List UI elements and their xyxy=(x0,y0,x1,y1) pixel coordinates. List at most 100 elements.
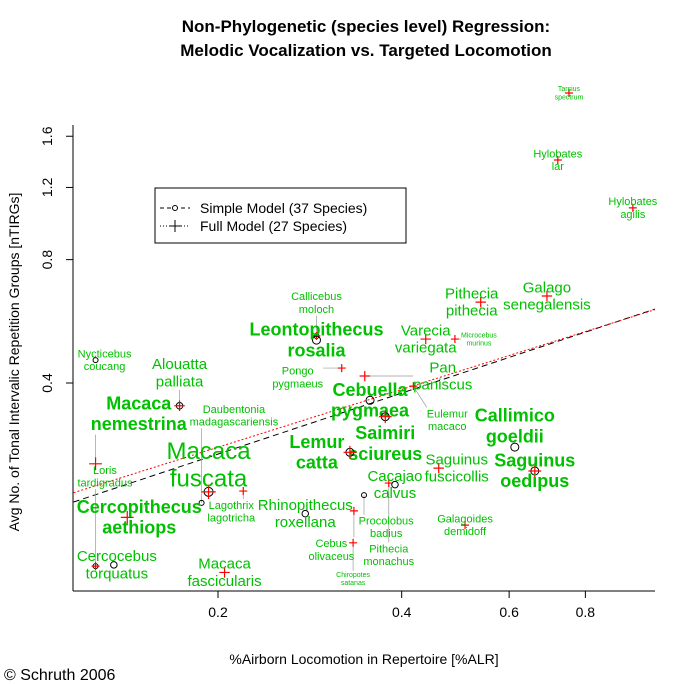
point-plus-marker xyxy=(91,562,100,571)
point-label: Macaca xyxy=(106,393,172,413)
point-label: Alouatta xyxy=(152,356,208,373)
point-label: Cebuella xyxy=(333,380,409,400)
point-plus-marker xyxy=(553,156,562,165)
point-plus-marker xyxy=(174,400,185,411)
legend: Simple Model (37 Species) Full Model (27… xyxy=(154,187,407,244)
chart-subtitle: Melodic Vocalization vs. Targeted Locomo… xyxy=(180,41,552,60)
x-tick-label: 0.8 xyxy=(576,604,596,620)
point-label: Nycticebus xyxy=(78,348,132,360)
point-label: nemestrina xyxy=(91,414,188,434)
point-plus-marker xyxy=(359,370,370,382)
legend-circle-marker xyxy=(172,205,178,211)
point-label: monachus xyxy=(363,556,414,568)
point-circle-marker xyxy=(110,561,118,569)
point-label: oedipus xyxy=(500,471,569,491)
point-label: fuscata xyxy=(170,465,248,492)
point-plus-marker xyxy=(349,506,358,515)
point-circle-marker xyxy=(92,357,99,364)
point-label: murinus xyxy=(466,340,491,347)
point-plus-marker xyxy=(409,382,418,391)
point-label: Microcebus xyxy=(461,332,497,339)
point-label: Cercopithecus xyxy=(77,497,202,517)
point-label: lagotricha xyxy=(207,513,256,525)
point-plus-marker xyxy=(384,479,393,488)
point-label: madagascariensis xyxy=(190,417,279,429)
point-circle-marker xyxy=(365,395,375,405)
y-axis-label: Avg No. of Tonal Intervalic Repetition G… xyxy=(6,193,22,532)
point-label: Pongo xyxy=(282,366,314,378)
point-label: Galago xyxy=(523,279,571,296)
point-plus-marker xyxy=(564,88,573,97)
point-label: goeldii xyxy=(486,426,544,446)
point-label: aethiops xyxy=(102,518,176,538)
point-label: sciureus xyxy=(348,444,422,464)
x-tick-label: 0.2 xyxy=(208,604,228,620)
y-tick-label: 0.8 xyxy=(39,250,55,270)
point-label: catta xyxy=(296,453,339,473)
legend-label-simple: Simple Model (37 Species) xyxy=(200,200,367,216)
point-plus-marker xyxy=(343,445,357,459)
point-circle-marker xyxy=(311,335,321,345)
point-plus-marker xyxy=(349,538,358,547)
point-label: spectrum xyxy=(555,94,584,101)
copyright: © Schruth 2006 xyxy=(4,667,116,684)
point-circle-marker xyxy=(361,492,368,499)
point-label: rosalia xyxy=(287,340,346,360)
point-label: coucang xyxy=(84,361,126,373)
point-label: Pithecia xyxy=(369,543,409,555)
point-label: fuscicollis xyxy=(425,469,489,486)
x-tick-label: 0.4 xyxy=(392,604,412,620)
point-label: demidoff xyxy=(444,526,487,538)
point-label: Eulemur xyxy=(427,408,468,420)
point-label: Cacajao xyxy=(367,468,422,485)
point-label: agilis xyxy=(620,209,646,221)
point-label: Rhinopithecus xyxy=(258,497,353,514)
y-tick-label: 1.6 xyxy=(39,126,55,146)
point-plus-marker xyxy=(528,464,542,478)
point-plus-marker xyxy=(475,296,486,308)
point-label: Lagothrix xyxy=(209,500,255,512)
point-plus-marker xyxy=(541,290,553,302)
point-label: Tarsius xyxy=(558,86,581,93)
x-axis-label: %Airborn Locomotion in Repertoire [%ALR] xyxy=(229,651,498,667)
point-label: moloch xyxy=(299,304,334,316)
point-label: Varecia xyxy=(401,322,451,339)
point-label: Procolobus xyxy=(359,516,415,528)
point-plus-marker xyxy=(628,203,637,212)
point-label: macaco xyxy=(428,421,467,433)
point-label: satanas xyxy=(341,580,366,587)
point-label: olivaceus xyxy=(308,551,354,563)
point-label: torquatus xyxy=(86,565,149,582)
label-leader-line xyxy=(413,385,428,408)
point-label: Macaca xyxy=(167,438,252,465)
x-tick-label: 0.6 xyxy=(499,604,519,620)
point-circle-marker xyxy=(198,499,205,506)
legend-plus-marker xyxy=(169,220,181,232)
